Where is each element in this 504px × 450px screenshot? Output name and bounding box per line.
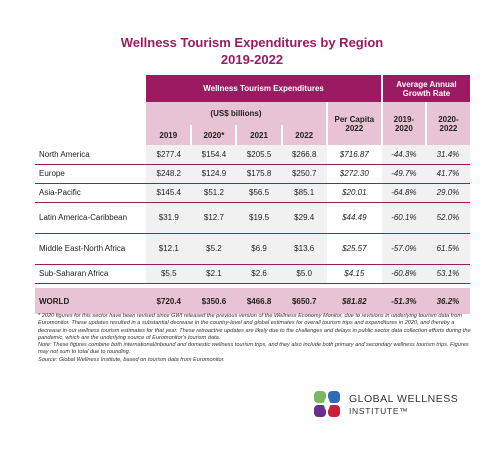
value-growth-2020-2022: 61.5%	[425, 233, 470, 265]
table-row: Asia-Pacific $145.4 $51.2 $56.5 $85.1 $2…	[35, 183, 470, 203]
logo-line-1: GLOBAL WELLNESS	[349, 393, 459, 405]
value-2022: $29.4	[281, 202, 327, 234]
gwi-logo-icon	[314, 391, 340, 417]
value-2019: $145.4	[146, 183, 192, 203]
value-growth-2019-2020: -60.1%	[381, 202, 426, 234]
value-growth-2020-2022: 31.4%	[425, 145, 470, 165]
value-2022: $650.7	[281, 288, 327, 314]
value-2022: $5.0	[281, 264, 327, 284]
column-header-2020: 2020*	[190, 125, 237, 145]
column-header-2021: 2021	[235, 125, 282, 145]
value-2022: $250.7	[281, 164, 327, 184]
table-body: North America $277.4 $154.4 $205.5 $266.…	[35, 145, 470, 314]
value-2021: $205.5	[236, 145, 282, 165]
value-growth-2020-2022: 41.7%	[425, 164, 470, 184]
value-2021: $6.9	[236, 233, 282, 265]
page-title: Wellness Tourism Expenditures by Region …	[0, 34, 504, 68]
value-2021: $19.5	[236, 202, 282, 234]
footnote-source: Source: Global Wellness Institute, based…	[38, 356, 225, 363]
title-line-2: 2019-2022	[220, 52, 284, 67]
table-row: Latin America-Caribbean $31.9 $12.7 $19.…	[35, 202, 470, 234]
value-per-capita: $4.15	[326, 264, 382, 284]
value-2019: $5.5	[146, 264, 192, 284]
value-2022: $266.8	[281, 145, 327, 165]
value-2019: $277.4	[146, 145, 192, 165]
value-2020: $12.7	[191, 202, 237, 234]
per-capita-header: Per Capita 2022	[325, 102, 382, 145]
value-2021: $175.8	[236, 164, 282, 184]
value-2020: $5.2	[191, 233, 237, 265]
value-2022: $13.6	[281, 233, 327, 265]
value-2019: $720.4	[146, 288, 192, 314]
value-2019: $12.1	[146, 233, 192, 265]
value-per-capita: $25.57	[326, 233, 382, 265]
value-2022: $85.1	[281, 183, 327, 203]
value-growth-2019-2020: -49.7%	[381, 164, 426, 184]
value-2020: $154.4	[191, 145, 237, 165]
value-2020: $51.2	[191, 183, 237, 203]
value-growth-2020-2022: 36.2%	[425, 288, 470, 314]
value-growth-2020-2022: 52.0%	[425, 202, 470, 234]
value-2020: $2.1	[191, 264, 237, 284]
value-2019: $248.2	[146, 164, 192, 184]
table-row: North America $277.4 $154.4 $205.5 $266.…	[35, 145, 470, 165]
value-2021: $466.8	[236, 288, 282, 314]
value-per-capita: $272.30	[326, 164, 382, 184]
value-per-capita: $20.01	[326, 183, 382, 203]
value-growth-2019-2020: -57.0%	[381, 233, 426, 265]
column-header-growth-2020-2022: 2020-2022	[424, 102, 470, 145]
title-line-1: Wellness Tourism Expenditures by Region	[120, 35, 384, 50]
value-growth-2019-2020: -51.3%	[381, 288, 426, 314]
value-2020: $350.6	[191, 288, 237, 314]
column-header-2022: 2022	[280, 125, 327, 145]
region-name: Middle East-North Africa	[35, 233, 147, 265]
units-header: (US$ billions)	[146, 102, 327, 125]
column-header-2019: 2019	[146, 125, 192, 145]
region-name: Asia-Pacific	[35, 183, 147, 203]
footnote-note: Note: These figures combine both interna…	[38, 342, 469, 356]
value-2021: $2.6	[236, 264, 282, 284]
group-header: Wellness Tourism Expenditures	[146, 75, 382, 102]
footnotes: * 2020 figures for this sector have been…	[38, 313, 478, 364]
value-growth-2019-2020: -44.3%	[381, 145, 426, 165]
growth-header: Average Annual Growth Rate	[380, 75, 470, 102]
expenditures-table: Wellness Tourism Expenditures Average An…	[35, 75, 470, 314]
table-row: Europe $248.2 $124.9 $175.8 $250.7 $272.…	[35, 164, 470, 184]
region-name: WORLD	[35, 288, 147, 314]
value-2019: $31.9	[146, 202, 192, 234]
logo-line-2: INSTITUTE™	[349, 406, 409, 416]
value-per-capita: $716.87	[326, 145, 382, 165]
region-name: Europe	[35, 164, 147, 184]
region-name: Sub-Saharan Africa	[35, 264, 147, 284]
world-total-row: WORLD $720.4 $350.6 $466.8 $650.7 $81.82…	[35, 288, 470, 314]
value-growth-2019-2020: -64.8%	[381, 183, 426, 203]
value-growth-2020-2022: 29.0%	[425, 183, 470, 203]
footnote-revision: * 2020 figures for this sector have been…	[38, 313, 471, 341]
value-growth-2019-2020: -60.8%	[381, 264, 426, 284]
table-row: Sub-Saharan Africa $5.5 $2.1 $2.6 $5.0 $…	[35, 264, 470, 284]
value-per-capita: $44.49	[326, 202, 382, 234]
value-per-capita: $81.82	[326, 288, 382, 314]
column-header-growth-2019-2020: 2019-2020	[380, 102, 426, 145]
value-2021: $56.5	[236, 183, 282, 203]
gwi-logo: GLOBAL WELLNESS INSTITUTE™	[312, 387, 472, 423]
region-name: North America	[35, 145, 147, 165]
value-2020: $124.9	[191, 164, 237, 184]
region-name: Latin America-Caribbean	[35, 202, 147, 234]
table-row: Middle East-North Africa $12.1 $5.2 $6.9…	[35, 233, 470, 265]
value-growth-2020-2022: 53.1%	[425, 264, 470, 284]
